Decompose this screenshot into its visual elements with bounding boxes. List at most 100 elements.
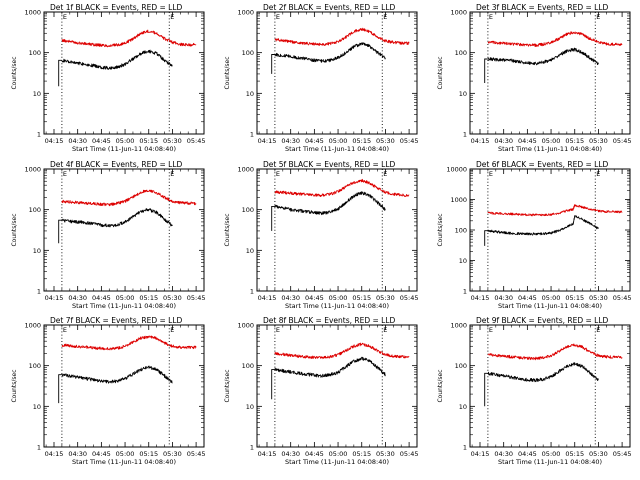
x-axis-label: Start Time (11-Jun-11 04:08:40) bbox=[498, 145, 602, 153]
x-tick-label: 05:15 bbox=[565, 294, 584, 302]
y-tick-label: 10 bbox=[246, 90, 254, 98]
panel-6: Det 6f BLACK = Events, RED = LLD 1 10 100 10… bbox=[437, 160, 631, 310]
x-tick-label: 05:00 bbox=[542, 450, 561, 458]
x-tick-label: 05:30 bbox=[376, 137, 395, 145]
y-tick-label: 100 bbox=[455, 227, 467, 235]
y-tick-label: 100 bbox=[29, 206, 41, 214]
x-tick-label: 05:45 bbox=[187, 137, 206, 145]
x-tick-label: 04:45 bbox=[92, 137, 111, 145]
x-tick-label: 04:30 bbox=[281, 137, 300, 145]
y-axis-label: Counts/sec bbox=[224, 369, 231, 402]
y-tick-label: 1 bbox=[37, 288, 41, 296]
y-tick-label: 100 bbox=[242, 362, 254, 370]
y-tick-label: 100 bbox=[455, 362, 467, 370]
y-tick-label: 10 bbox=[33, 90, 41, 98]
x-tick-label: 05:15 bbox=[139, 450, 158, 458]
lld-series-line bbox=[487, 204, 623, 217]
event-marker-label: E bbox=[596, 13, 600, 21]
y-tick-label: 1000 bbox=[450, 9, 467, 17]
y-tick-label: 1 bbox=[37, 131, 41, 139]
events-series-line bbox=[487, 362, 599, 383]
x-tick-label: 05:15 bbox=[139, 137, 158, 145]
x-tick-label: 05:30 bbox=[589, 450, 608, 458]
x-tick-label: 04:30 bbox=[494, 450, 513, 458]
panel-title: Det 9f BLACK = Events, RED = LLD bbox=[476, 316, 609, 325]
x-tick-label: 04:30 bbox=[68, 294, 87, 302]
panel-title: Det 2f BLACK = Events, RED = LLD bbox=[263, 3, 396, 12]
x-tick-label: 04:45 bbox=[92, 450, 111, 458]
x-tick-label: 05:00 bbox=[329, 450, 348, 458]
panel-title: Det 1f BLACK = Events, RED = LLD bbox=[50, 3, 183, 12]
event-marker-label: E bbox=[489, 326, 493, 334]
events-start-spike bbox=[58, 374, 62, 404]
plot-frame bbox=[469, 168, 631, 292]
x-tick-label: 04:30 bbox=[281, 450, 300, 458]
x-tick-label: 04:15 bbox=[471, 294, 490, 302]
lld-series-line bbox=[274, 342, 410, 360]
y-axis-label: Counts/sec bbox=[11, 56, 18, 89]
y-axis-label: Counts/sec bbox=[437, 369, 444, 402]
event-marker-label: E bbox=[170, 170, 174, 178]
x-tick-label: 04:45 bbox=[92, 294, 111, 302]
x-tick-label: 05:15 bbox=[565, 450, 584, 458]
x-tick-label: 04:15 bbox=[45, 137, 64, 145]
y-tick-label: 1000 bbox=[450, 322, 467, 330]
y-tick-label: 1 bbox=[250, 288, 254, 296]
events-start-spike bbox=[271, 54, 275, 74]
panel-title: Det 6f BLACK = Events, RED = LLD bbox=[476, 160, 609, 169]
events-series-line bbox=[487, 47, 599, 66]
x-tick-label: 05:45 bbox=[613, 294, 632, 302]
event-marker-label: E bbox=[63, 326, 67, 334]
panel-2: Det 2f BLACK = Events, RED = LLD 1 10 100 10… bbox=[224, 3, 418, 153]
y-tick-label: 1 bbox=[463, 444, 467, 452]
y-tick-label: 100 bbox=[455, 49, 467, 57]
event-marker-label: E bbox=[170, 326, 174, 334]
event-marker-label: E bbox=[63, 170, 67, 178]
event-marker-label: E bbox=[170, 13, 174, 21]
events-series-line bbox=[61, 365, 173, 384]
x-tick-label: 05:30 bbox=[589, 137, 608, 145]
x-tick-label: 05:45 bbox=[400, 450, 419, 458]
y-tick-label: 100 bbox=[242, 49, 254, 57]
x-axis-label: Start Time (11-Jun-11 04:08:40) bbox=[498, 458, 602, 466]
y-tick-label: 1000 bbox=[237, 9, 254, 17]
x-axis-label: Start Time (11-Jun-11 04:08:40) bbox=[285, 458, 389, 466]
y-tick-label: 100 bbox=[29, 362, 41, 370]
x-tick-label: 04:15 bbox=[471, 450, 490, 458]
y-tick-label: 1 bbox=[250, 444, 254, 452]
panel-1: Det 1f BLACK = Events, RED = LLD 1 10 100 10… bbox=[11, 3, 205, 153]
x-tick-label: 04:45 bbox=[305, 137, 324, 145]
x-tick-label: 05:00 bbox=[542, 137, 561, 145]
events-start-spike bbox=[271, 205, 275, 231]
x-tick-label: 04:45 bbox=[518, 137, 537, 145]
x-tick-label: 04:30 bbox=[281, 294, 300, 302]
x-tick-label: 05:15 bbox=[565, 137, 584, 145]
y-axis-label: Counts/sec bbox=[224, 213, 231, 246]
x-tick-label: 05:45 bbox=[613, 450, 632, 458]
event-marker-label: E bbox=[276, 326, 280, 334]
x-tick-label: 05:00 bbox=[542, 294, 561, 302]
event-marker-label: E bbox=[383, 326, 387, 334]
y-tick-label: 1 bbox=[37, 444, 41, 452]
event-marker-label: E bbox=[596, 170, 600, 178]
x-tick-label: 05:45 bbox=[187, 294, 206, 302]
lld-series-line bbox=[487, 31, 623, 47]
events-series-line bbox=[61, 49, 173, 70]
x-tick-label: 04:15 bbox=[45, 294, 64, 302]
x-tick-label: 04:15 bbox=[471, 137, 490, 145]
x-axis-label: Start Time (11-Jun-11 04:08:40) bbox=[72, 458, 176, 466]
plot-frame bbox=[43, 324, 205, 448]
x-tick-label: 05:00 bbox=[116, 450, 135, 458]
x-tick-label: 04:45 bbox=[518, 294, 537, 302]
x-tick-label: 05:30 bbox=[163, 450, 182, 458]
y-tick-label: 1000 bbox=[24, 166, 41, 174]
x-axis-label: Start Time (11-Jun-11 04:08:40) bbox=[498, 302, 602, 310]
y-axis-label: Counts/sec bbox=[437, 56, 444, 89]
panel-3: Det 3f BLACK = Events, RED = LLD 1 10 100 10… bbox=[437, 3, 631, 153]
y-axis-label: Counts/sec bbox=[224, 56, 231, 89]
y-tick-label: 10 bbox=[459, 257, 467, 265]
x-tick-label: 04:15 bbox=[258, 450, 277, 458]
panel-title: Det 7f BLACK = Events, RED = LLD bbox=[50, 316, 183, 325]
events-start-spike bbox=[484, 230, 488, 246]
